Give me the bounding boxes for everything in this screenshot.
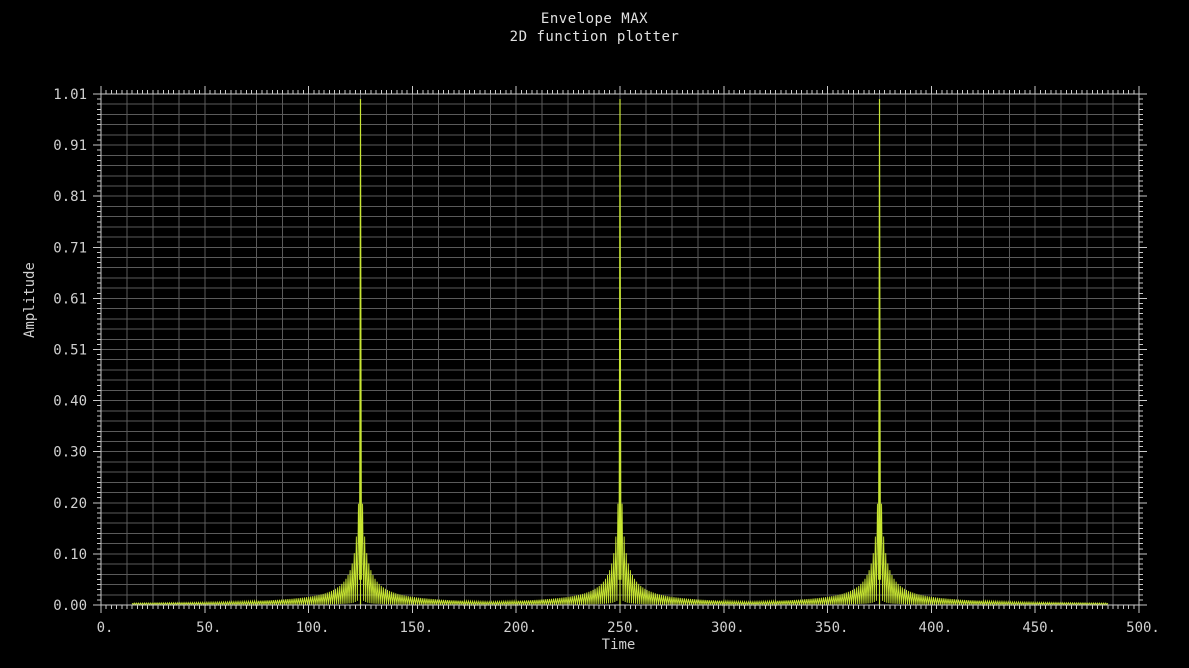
x-tick-label: 300.	[711, 620, 745, 636]
y-tick-label: 0.30	[53, 445, 87, 461]
x-tick-label: 100.	[296, 620, 330, 636]
y-tick-label: 0.71	[53, 240, 87, 256]
y-tick-label: 0.81	[53, 189, 87, 205]
plot-frame	[100, 93, 1140, 606]
y-tick-label: 0.91	[53, 138, 87, 154]
y-tick-label: 0.61	[53, 291, 87, 307]
y-tick-labels: 0.00 0.10 0.20 0.30 0.40 0.51 0.61 0.71 0.81 0.91…	[53, 87, 87, 614]
x-tick-label: 350.	[815, 620, 849, 636]
tick-marks	[93, 86, 1147, 613]
x-tick-label: 400.	[919, 620, 953, 636]
y-tick-label: 0.20	[53, 496, 87, 512]
x-axis-label: Time	[601, 637, 636, 653]
x-tick-labels: 0. 50. 100. 150. 200. 250. 300. 350. 400. 450. 500…	[97, 620, 1160, 636]
x-tick-label: 250.	[607, 620, 641, 636]
x-tick-label: 150.	[400, 620, 434, 636]
y-tick-label: 0.10	[53, 547, 87, 563]
x-tick-label: 500.	[1126, 620, 1160, 636]
x-tick-label: 200.	[503, 620, 537, 636]
x-tick-label: 0.	[97, 620, 114, 636]
x-tick-label: 50.	[196, 620, 221, 636]
chart-subtitle: 2D function plotter	[509, 29, 680, 45]
y-tick-label: 0.40	[53, 394, 87, 410]
y-tick-label: 1.01	[53, 87, 87, 103]
y-tick-label: 0.00	[53, 598, 87, 614]
chart-title: Envelope MAX	[540, 11, 649, 27]
series-group	[131, 99, 1109, 607]
y-tick-label: 0.51	[53, 343, 87, 359]
x-tick-label: 450.	[1022, 620, 1056, 636]
